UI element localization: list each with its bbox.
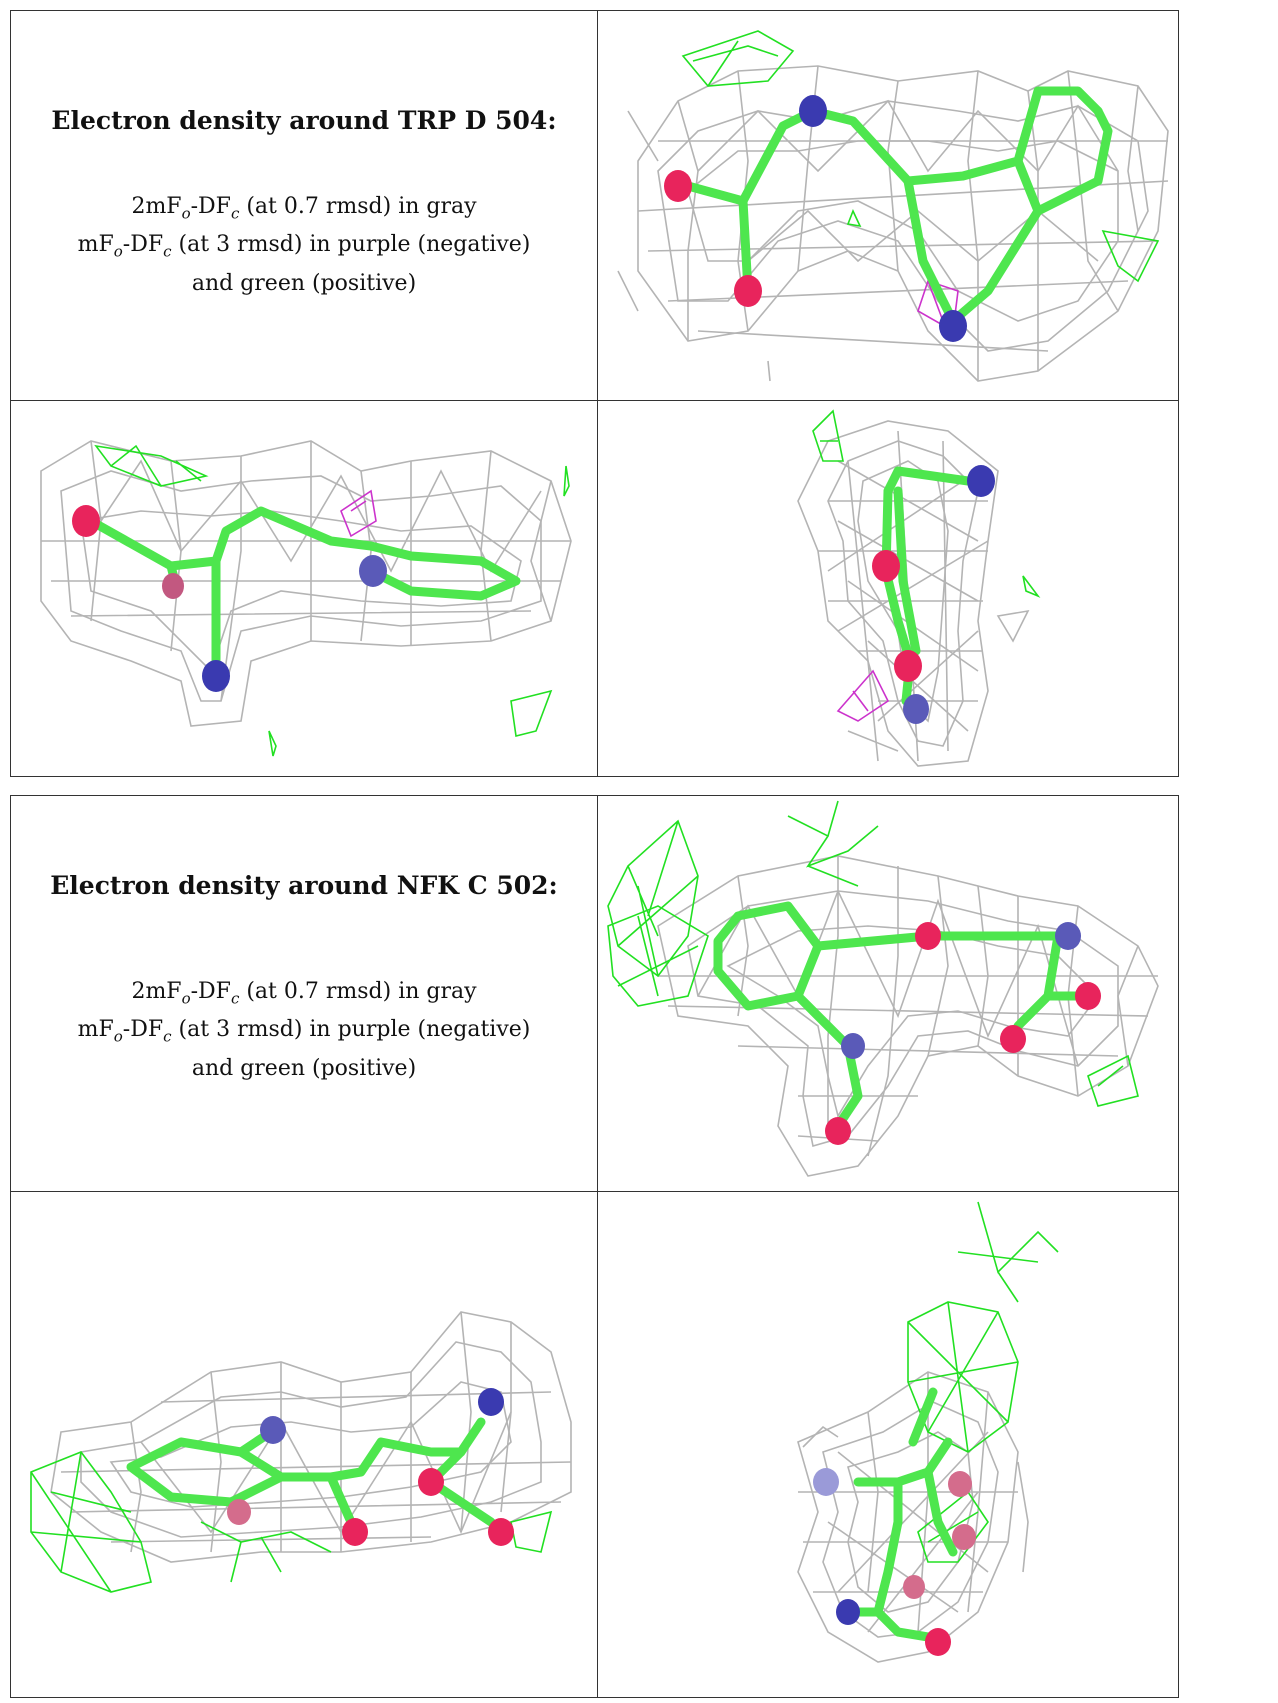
nitrogen-atom [813,1468,839,1496]
oxygen-atom [1000,1025,1026,1053]
gray-mesh [657,855,1159,1177]
trp-caption-line1: 2mFo-DFc (at 0.7 rmsd) in gray [131,194,477,223]
oxygen-atom [825,1117,851,1145]
trp-view-bottom-left [10,400,598,777]
stick-model [86,506,521,676]
nfk-view-bottom-right [597,1191,1179,1698]
oxygen-atom [872,550,900,582]
trp-density-image-1 [617,30,1169,382]
green-mesh [812,409,1041,598]
nitrogen-atom [939,310,967,342]
nitrogen-atom [799,95,827,127]
gray-mesh [50,1311,572,1563]
green-mesh [30,1451,553,1593]
nitrogen-atom [903,694,929,724]
gray-mesh [40,440,572,727]
gray-mesh [797,1371,1029,1663]
trp-view-bottom-right [597,400,1179,777]
nfk-view-top-right [597,795,1179,1192]
nfk-caption: 2mFo-DFc (at 0.7 rmsd) in gray mFo-DFc (… [12,976,597,1085]
nfk-view-bottom-left [10,1191,598,1698]
atoms [872,465,995,724]
trp-density-image-3 [797,409,1041,767]
oxygen-atom [227,1499,251,1525]
stick-model [713,901,1083,1131]
trp-view-top-right [597,10,1179,401]
trp-caption-line3: and green (positive) [191,270,417,296]
trp-caption-cell: Electron density around TRP D 504: 2mFo-… [10,10,598,401]
oxygen-atom [734,275,762,307]
oxygen-atom [342,1518,368,1546]
nitrogen-atom [478,1388,504,1416]
nfk-density-image-3 [797,1201,1059,1663]
oxygen-atom [664,170,692,202]
green-mesh [94,444,570,757]
atoms [664,95,967,342]
oxygen-atom [894,650,922,682]
oxygen-atom [925,1628,951,1656]
atoms [72,505,387,692]
gray-mesh [617,65,1169,382]
nitrogen-atom [836,1599,860,1625]
oxygen-atom [952,1524,976,1550]
trp-caption-line2: mFo-DFc (at 3 rmsd) in purple (negative) [77,232,531,261]
stick-model [843,1387,958,1642]
oxygen-atom [915,922,941,950]
green-mesh [607,800,1139,1107]
trp-heading: Electron density around TRP D 504: [51,106,557,135]
atoms [813,1468,976,1656]
nitrogen-atom [967,465,995,497]
nfk-caption-cell: Electron density around NFK C 502: 2mFo-… [10,795,598,1192]
purple-mesh [836,669,890,722]
trp-caption: 2mFo-DFc (at 0.7 rmsd) in gray mFo-DFc (… [12,191,597,300]
trp-figure-table: Electron density around TRP D 504: 2mFo-… [10,10,1179,777]
nfk-caption-line2: mFo-DFc (at 3 rmsd) in purple (negative) [77,1017,531,1046]
purple-mesh [340,489,377,538]
nitrogen-atom [260,1416,286,1444]
oxygen-atom [488,1518,514,1546]
oxygen-atom [418,1468,444,1496]
oxygen-atom [903,1575,925,1599]
stick-model [126,1417,496,1527]
atoms [227,1388,514,1546]
green-mesh [907,1201,1059,1563]
atoms [825,922,1101,1145]
nfk-caption-line1: 2mFo-DFc (at 0.7 rmsd) in gray [131,979,477,1008]
nitrogen-atom [202,660,230,692]
nitrogen-atom [1055,922,1081,950]
nfk-caption-line3: and green (positive) [191,1055,417,1081]
nfk-figure-table: Electron density around NFK C 502: 2mFo-… [10,795,1179,1698]
oxygen-atom [1075,982,1101,1010]
nitrogen-atom [841,1033,865,1059]
oxygen-atom [162,573,184,599]
green-mesh [681,30,1160,283]
nfk-density-image-1 [607,800,1159,1177]
oxygen-atom [948,1471,972,1497]
trp-density-image-2 [40,440,572,757]
nfk-density-image-2 [30,1311,572,1593]
nfk-heading: Electron density around NFK C 502: [50,871,558,900]
nitrogen-atom [359,555,387,587]
oxygen-atom [72,505,100,537]
